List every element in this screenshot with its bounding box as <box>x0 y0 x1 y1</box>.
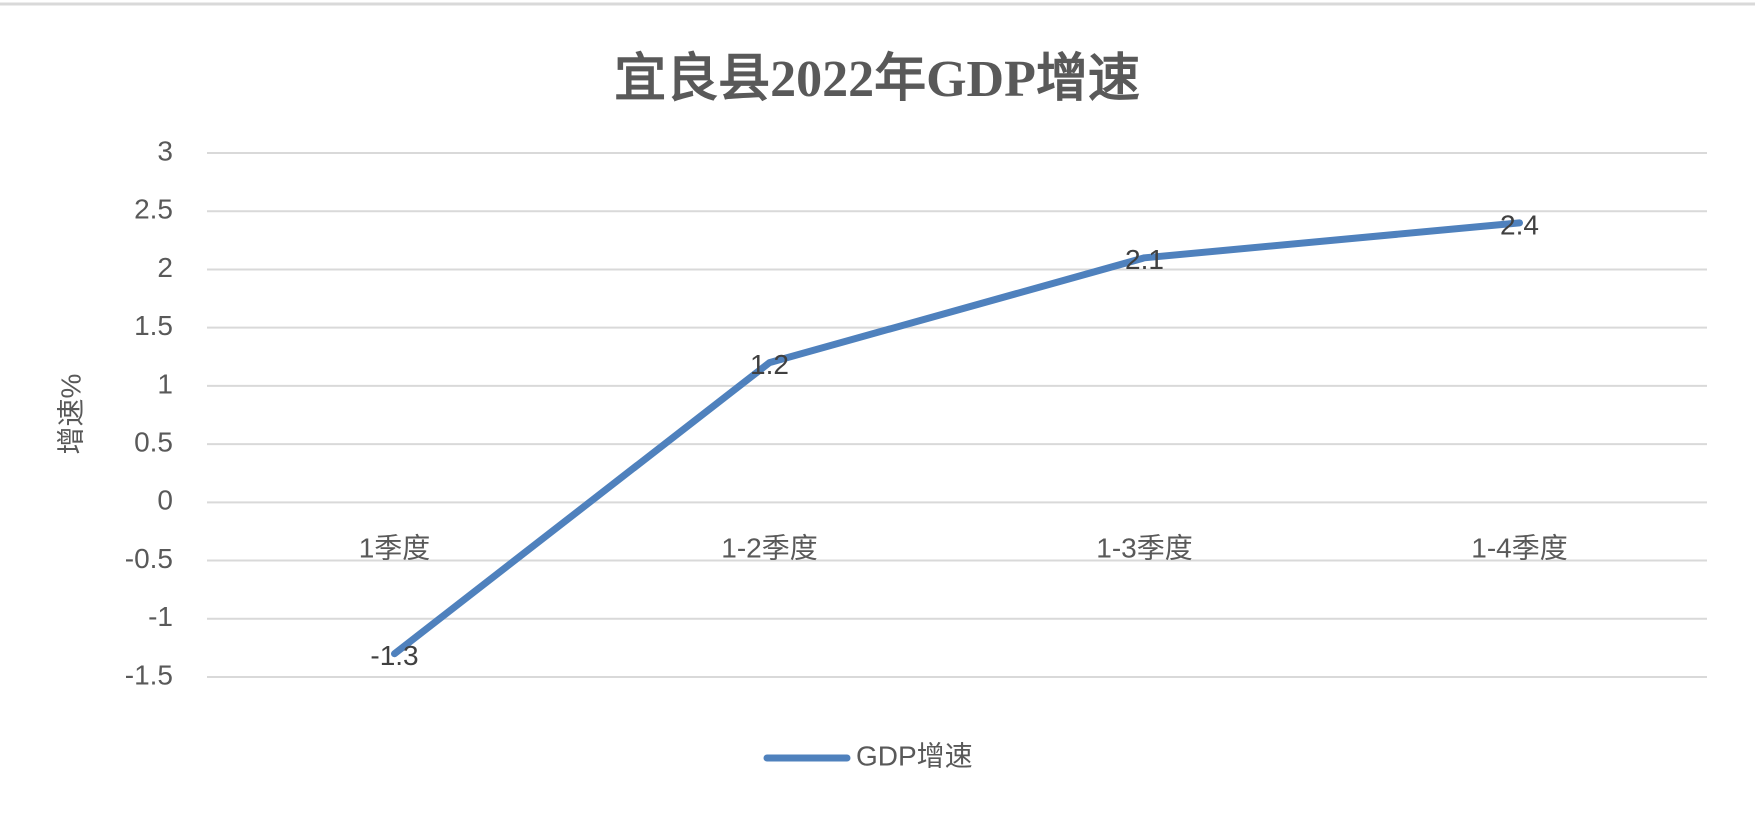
y-tick-label: 1.5 <box>134 310 173 341</box>
x-tick-label: 1-2季度 <box>721 533 817 564</box>
y-tick-label: -1 <box>148 601 173 632</box>
y-tick-label: 3 <box>157 135 173 166</box>
data-label: 1.2 <box>750 349 789 380</box>
y-tick-label: 0 <box>157 485 173 516</box>
y-tick-label: 0.5 <box>134 427 173 458</box>
data-label: 2.4 <box>1500 209 1539 240</box>
y-tick-label: 1 <box>157 368 173 399</box>
data-label: -1.3 <box>370 640 418 671</box>
x-tick-label: 1-3季度 <box>1096 533 1192 564</box>
y-tick-label: 2.5 <box>134 194 173 225</box>
y-tick-label: -0.5 <box>125 543 173 574</box>
y-tick-label: -1.5 <box>125 659 173 690</box>
x-tick-label: 1-4季度 <box>1471 533 1567 564</box>
x-tick-label: 1季度 <box>359 533 431 564</box>
y-tick-label: 2 <box>157 252 173 283</box>
chart-title: 宜良县2022年GDP增速 <box>614 50 1140 108</box>
line <box>391 219 1523 658</box>
data-label: 2.1 <box>1125 244 1164 275</box>
y-axis-label: 增速% <box>55 374 86 455</box>
legend-label: GDP增速 <box>856 740 973 771</box>
